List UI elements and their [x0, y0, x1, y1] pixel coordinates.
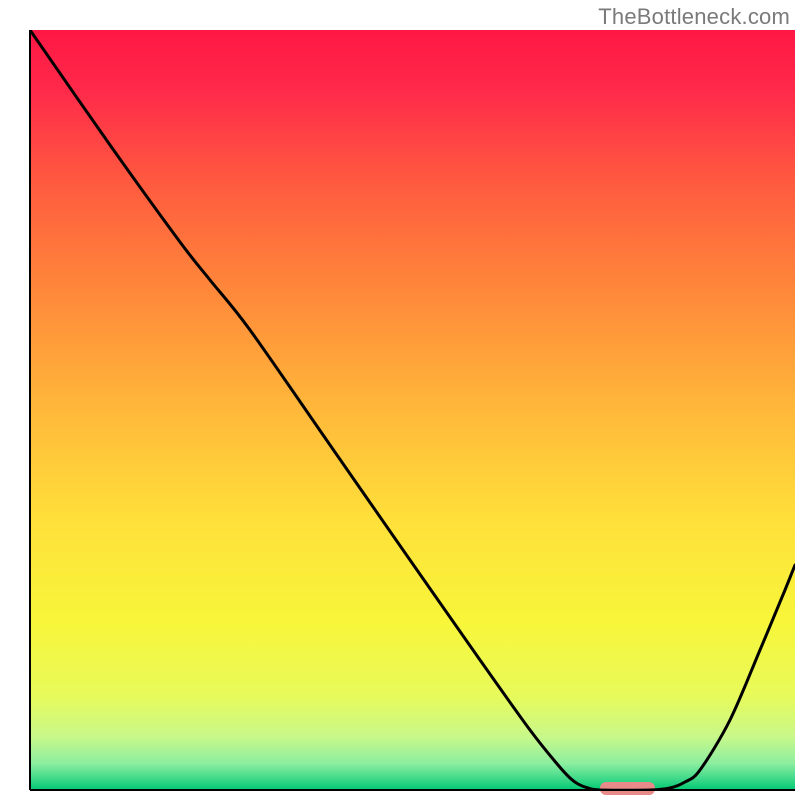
bottleneck-chart — [0, 0, 800, 800]
chart-container: TheBottleneck.com — [0, 0, 800, 800]
baseline-marker — [600, 782, 655, 795]
watermark-text: TheBottleneck.com — [598, 4, 790, 30]
gradient-background — [30, 30, 795, 790]
